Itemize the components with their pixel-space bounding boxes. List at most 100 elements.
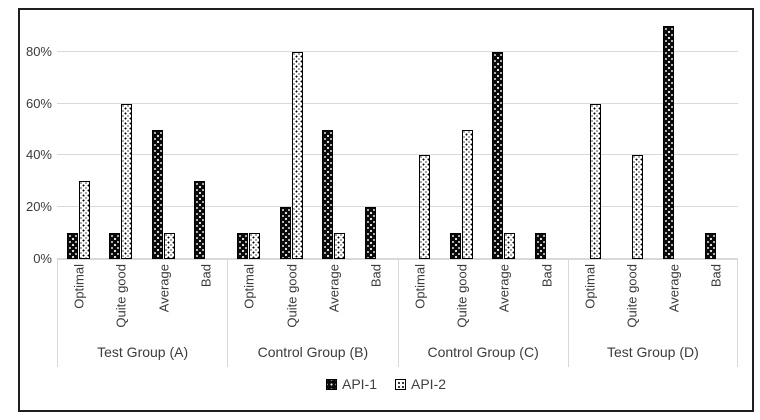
bar-api-1-test-group-d-bad bbox=[705, 233, 717, 259]
bar-chart: Optimal Quite good Average Bad Test Group (A… bbox=[20, 10, 752, 410]
plot-area bbox=[57, 26, 738, 259]
category-label-optimal: Optimal bbox=[399, 260, 441, 340]
category-label-average: Average bbox=[653, 260, 695, 340]
category-label-text: Optimal bbox=[241, 264, 257, 309]
category-label-bad: Bad bbox=[695, 260, 737, 340]
bar-api-1-test-group-a-quite-good bbox=[109, 233, 121, 259]
category-label-quite-good: Quite good bbox=[611, 260, 653, 340]
slot-control-group-b-optimal bbox=[227, 26, 270, 259]
gridline-20% bbox=[57, 206, 738, 208]
bar-api-2-test-group-a-average bbox=[163, 233, 175, 259]
category-label-text: Quite good bbox=[284, 264, 300, 328]
category-label-quite-good: Quite good bbox=[441, 260, 483, 340]
bar-api-2-control-group-c-quite-good bbox=[461, 129, 473, 259]
slot-control-group-b-quite-good bbox=[270, 26, 313, 259]
y-tick-label-60%: 60% bbox=[25, 95, 52, 111]
bar-api-2-test-group-a-quite-good bbox=[121, 103, 133, 259]
category-label-quite-good: Quite good bbox=[100, 260, 142, 340]
bar-api-2-control-group-b-average bbox=[334, 233, 346, 259]
bar-api-1-test-group-a-average bbox=[151, 129, 163, 259]
bar-api-1-control-group-b-average bbox=[322, 129, 334, 259]
group-test-group-a bbox=[57, 26, 227, 259]
category-label-text: Optimal bbox=[412, 264, 428, 309]
category-labels: Optimal Quite good Average Bad bbox=[569, 260, 737, 340]
category-label-text: Average bbox=[156, 264, 172, 313]
category-labels: Optimal Quite good Average Bad bbox=[399, 260, 568, 340]
chart-frame: Optimal Quite good Average Bad Test Group (A… bbox=[18, 8, 754, 412]
group-control-group-b bbox=[227, 26, 397, 259]
slot-test-group-d-bad bbox=[695, 26, 738, 259]
category-label-bad: Bad bbox=[185, 260, 227, 340]
category-label-average: Average bbox=[143, 260, 185, 340]
slot-test-group-a-optimal bbox=[57, 26, 100, 259]
group-label-control-group-b: Control Group (B) bbox=[257, 344, 369, 360]
category-label-text: Average bbox=[326, 264, 342, 313]
group-label-test-group-a: Test Group (A) bbox=[97, 344, 189, 360]
category-label-average: Average bbox=[483, 260, 525, 340]
bar-api-2-control-group-b-quite-good bbox=[291, 51, 303, 259]
category-label-text: Bad bbox=[708, 264, 724, 288]
bar-api-2-test-group-d-quite-good bbox=[632, 155, 644, 259]
y-tick-label-20%: 20% bbox=[25, 199, 52, 215]
group-label-test-group-d: Test Group (D) bbox=[606, 344, 699, 360]
gridline-60% bbox=[57, 102, 738, 104]
category-label-bad: Bad bbox=[355, 260, 397, 340]
slot-test-group-a-average bbox=[142, 26, 185, 259]
category-label-text: Bad bbox=[198, 264, 214, 288]
category-label-bad: Bad bbox=[525, 260, 567, 340]
bar-api-1-test-group-a-bad bbox=[194, 181, 206, 259]
legend-swatch-api-2 bbox=[395, 378, 406, 390]
slot-test-group-d-quite-good bbox=[610, 26, 653, 259]
bar-api-1-control-group-c-bad bbox=[534, 233, 546, 259]
slot-control-group-c-bad bbox=[525, 26, 568, 259]
category-labels: Optimal Quite good Average Bad bbox=[228, 260, 397, 340]
slot-test-group-a-quite-good bbox=[100, 26, 143, 259]
legend-swatch-api-1 bbox=[325, 378, 337, 390]
category-label-text: Average bbox=[666, 264, 682, 313]
category-label-optimal: Optimal bbox=[58, 260, 100, 340]
bar-api-1-control-group-b-bad bbox=[364, 207, 376, 259]
bar-api-2-test-group-d-optimal bbox=[589, 103, 601, 259]
y-tick-label-40%: 40% bbox=[25, 147, 52, 163]
bar-api-1-control-group-b-quite-good bbox=[279, 207, 291, 259]
slot-control-group-c-optimal bbox=[398, 26, 441, 259]
bar-api-1-control-group-b-optimal bbox=[237, 233, 249, 259]
bar-api-2-control-group-b-optimal bbox=[249, 233, 261, 259]
category-label-optimal: Optimal bbox=[569, 260, 611, 340]
gridline-0% bbox=[57, 258, 738, 259]
slot-control-group-b-bad bbox=[355, 26, 398, 259]
gridline-40% bbox=[57, 154, 738, 156]
bar-groups bbox=[57, 26, 738, 259]
group-label-control-group-c: Control Group (C) bbox=[427, 344, 539, 360]
bar-api-2-control-group-c-average bbox=[504, 233, 516, 259]
group-test-group-d bbox=[568, 26, 738, 259]
category-label-text: Bad bbox=[539, 264, 555, 288]
category-label-optimal: Optimal bbox=[228, 260, 270, 340]
category-labels: Optimal Quite good Average Bad bbox=[58, 260, 227, 340]
category-label-text: Optimal bbox=[582, 264, 598, 309]
legend: API-1 API-2 bbox=[20, 376, 752, 392]
axis-group-control-group-c: Optimal Quite good Average Bad Control Group… bbox=[397, 260, 568, 367]
slot-control-group-c-average bbox=[483, 26, 526, 259]
bar-api-2-control-group-c-optimal bbox=[419, 155, 431, 259]
slot-test-group-d-average bbox=[653, 26, 696, 259]
category-label-average: Average bbox=[313, 260, 355, 340]
category-label-quite-good: Quite good bbox=[271, 260, 313, 340]
category-label-text: Average bbox=[496, 264, 512, 313]
legend-item-api-1[interactable]: API-1 bbox=[325, 376, 377, 392]
y-tick-label-80%: 80% bbox=[25, 43, 52, 59]
bar-api-1-control-group-c-average bbox=[492, 51, 504, 259]
legend-label-api-1: API-1 bbox=[341, 376, 377, 392]
category-axis: Optimal Quite good Average Bad Test Group (A… bbox=[57, 259, 738, 367]
slot-test-group-a-bad bbox=[185, 26, 228, 259]
bar-api-1-test-group-d-average bbox=[662, 26, 674, 259]
legend-item-api-2[interactable]: API-2 bbox=[395, 376, 446, 392]
slot-control-group-b-average bbox=[312, 26, 355, 259]
axis-group-test-group-a: Optimal Quite good Average Bad Test Group (A… bbox=[57, 260, 227, 367]
category-label-text: Quite good bbox=[454, 264, 470, 328]
bar-api-2-test-group-a-optimal bbox=[78, 181, 90, 259]
legend-label-api-2: API-2 bbox=[411, 376, 447, 392]
y-tick-label-0%: 0% bbox=[33, 251, 52, 266]
axis-group-control-group-b: Optimal Quite good Average Bad Control Group… bbox=[227, 260, 397, 367]
category-label-text: Quite good bbox=[624, 264, 640, 328]
